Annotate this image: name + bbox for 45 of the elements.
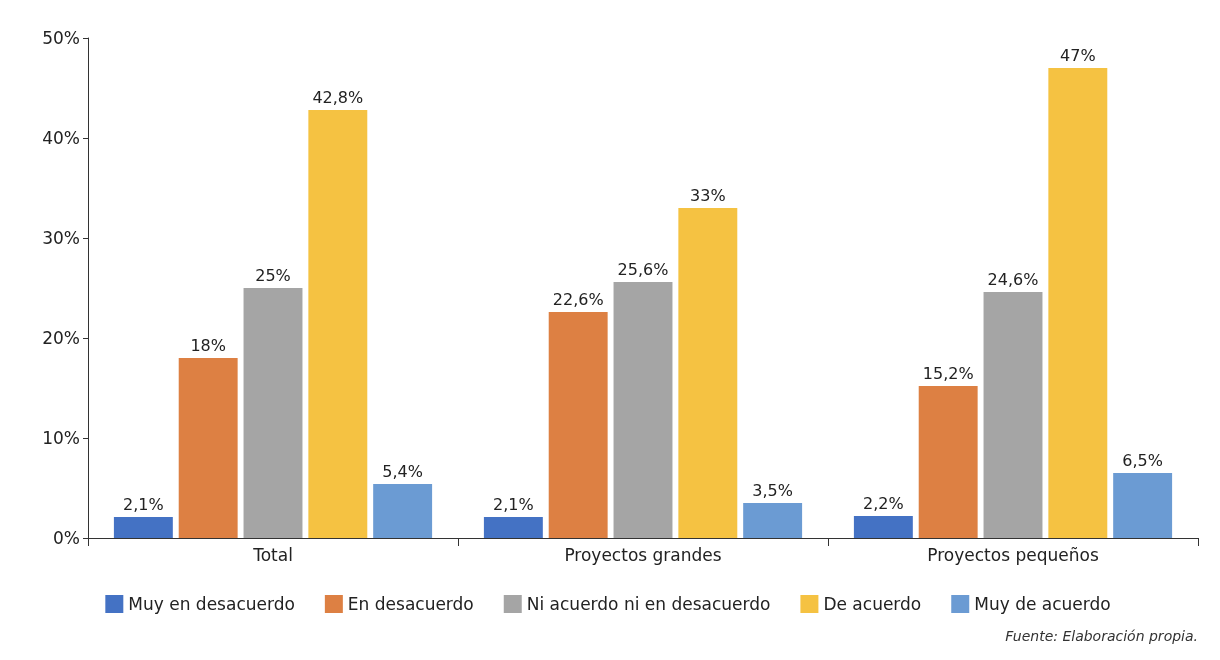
data-label: 6,5% [1122,450,1163,470]
legend-label: Muy de acuerdo [974,594,1111,614]
x-tick-label: Proyectos pequeños [927,544,1099,565]
bar [1113,473,1173,538]
y-tick-label: 50% [42,28,80,48]
data-label: 2,1% [123,494,164,514]
source-note: Fuente: Elaboración propia. [1005,628,1199,644]
data-label: 18% [190,335,226,355]
bar [483,517,543,538]
bar [1048,68,1108,538]
data-label: 2,1% [493,494,534,514]
data-label: 42,8% [312,87,364,107]
data-label: 5,4% [382,461,423,481]
bar [548,312,608,538]
bar [918,386,978,538]
y-tick-label: 40% [42,128,80,148]
data-label: 33% [690,185,726,205]
bar [178,358,238,538]
legend-label: Muy en desacuerdo [128,594,295,614]
bar [113,517,173,538]
data-label: 22,6% [552,289,604,309]
data-label: 25,6% [617,259,669,279]
data-label: 3,5% [752,480,793,500]
y-tick-label: 10% [42,428,80,448]
legend-label: En desacuerdo [347,594,474,614]
bar [308,110,368,538]
x-tick-label: Proyectos grandes [564,544,722,565]
x-tick-label: Total [252,544,293,565]
y-tick-label: 0% [53,528,80,548]
bar [678,208,738,538]
bar [853,516,913,538]
legend-label: De acuerdo [823,594,922,614]
y-tick-label: 30% [42,228,80,248]
y-tick-label: 20% [42,328,80,348]
bar [243,288,303,538]
legend-label: Ni acuerdo ni en desacuerdo [526,594,771,614]
data-label: 24,6% [987,269,1039,289]
bar [613,282,673,538]
bar [373,484,433,538]
data-label: 47% [1060,45,1096,65]
bar [743,503,803,538]
data-label: 25% [255,265,291,285]
data-label: 15,2% [922,363,974,383]
bar [983,292,1043,538]
data-label: 2,2% [863,493,904,513]
